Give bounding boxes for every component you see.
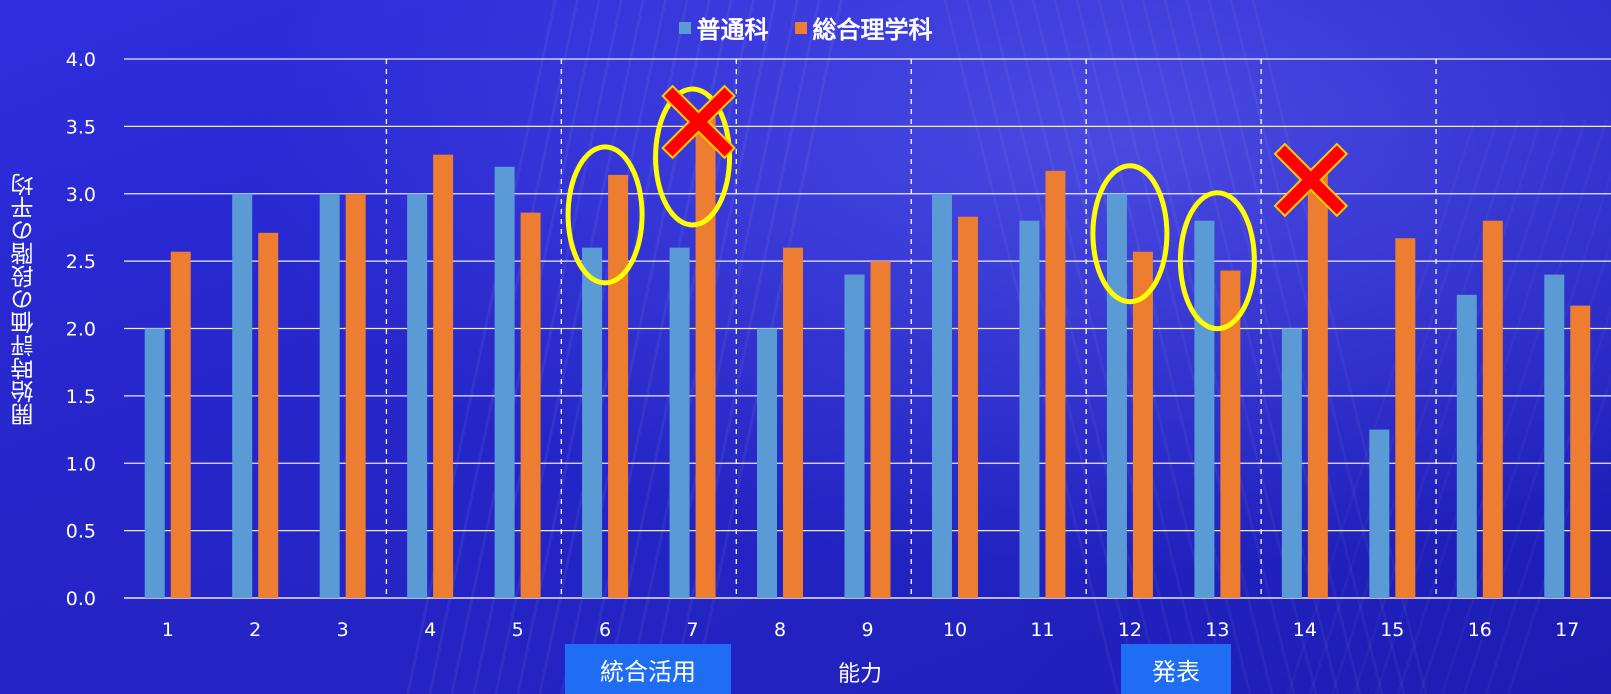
highlight-circle-cat-12 [1090, 163, 1170, 305]
x-tick-label: 10 [943, 619, 967, 641]
bar-series-2-cat-17 [1570, 305, 1591, 598]
bar-series-2-cat-12 [1132, 251, 1153, 598]
highlight-circle-cat-6 [565, 144, 645, 286]
bar-series-1-cat-10 [931, 193, 952, 598]
x-tick-label: 2 [249, 619, 261, 641]
y-axis-label: 開始時評価の段階の平均 [12, 173, 38, 427]
legend-label-series-1: 普通科 [696, 16, 769, 44]
highlight-circle-cat-7 [653, 86, 733, 228]
bar-series-1-cat-11 [1019, 220, 1040, 598]
y-tick-label: 2.5 [66, 251, 96, 273]
bar-series-1-cat-15 [1369, 429, 1390, 598]
bar-series-2-cat-7 [695, 116, 716, 598]
bar-series-1-cat-2 [232, 193, 253, 598]
bar-series-1-cat-7 [669, 247, 690, 598]
x-tick-label: 15 [1380, 619, 1404, 641]
bar-series-1-cat-16 [1456, 294, 1477, 598]
bar-series-1-cat-5 [494, 166, 515, 599]
x-tick-label: 9 [861, 619, 873, 641]
x-tick-label: 5 [512, 619, 524, 641]
bar-series-1-cat-8 [757, 328, 778, 598]
x-tick-label: 11 [1030, 619, 1054, 641]
x-tick-label: 12 [1118, 619, 1142, 641]
legend-swatch-series-1 [678, 21, 691, 34]
bar-series-2-cat-9 [870, 261, 891, 598]
x-tick-label: 8 [774, 619, 786, 641]
bar-series-1-cat-12 [1106, 193, 1127, 598]
bar-series-2-cat-4 [433, 154, 454, 599]
bar-series-2-cat-2 [258, 232, 279, 598]
bar-series-2-cat-8 [783, 247, 804, 598]
y-tick-label: 1.5 [66, 386, 96, 408]
cross-mark-cat-14 [1273, 142, 1349, 218]
bar-series-2-cat-16 [1482, 220, 1503, 598]
y-tick-label: 1.0 [66, 453, 96, 475]
bar-series-2-cat-3 [345, 193, 366, 598]
x-tick-label: 16 [1468, 619, 1492, 641]
bar-series-2-cat-5 [520, 212, 541, 599]
x-tick-label: 14 [1293, 619, 1317, 641]
bar-series-1-cat-3 [319, 193, 340, 598]
y-tick-label: 0.5 [66, 521, 96, 543]
bar-series-2-cat-13 [1220, 270, 1241, 598]
bar-series-1-cat-9 [844, 274, 865, 598]
cross-mark-cat-7 [661, 84, 736, 160]
x-tick-label: 17 [1555, 619, 1579, 641]
y-tick-label: 3.5 [66, 116, 96, 138]
bar-series-2-cat-1 [170, 251, 191, 598]
tag-presentation: 発表 [1121, 644, 1231, 694]
bar-series-2-cat-11 [1045, 170, 1066, 598]
bar-series-1-cat-13 [1194, 220, 1215, 598]
legend-item-series-2: 総合理学科 [794, 10, 933, 45]
x-axis-label: 能力 [838, 662, 883, 687]
x-tick-label: 4 [424, 619, 436, 641]
x-tick-label: 13 [1205, 619, 1229, 641]
bar-series-2-cat-14 [1307, 174, 1328, 598]
x-tick-label: 3 [337, 619, 349, 641]
y-tick-label: 0.0 [66, 588, 96, 610]
x-tick-label: 6 [599, 619, 611, 641]
legend: 普通科 総合理学科 [0, 10, 1611, 45]
x-tick-label: 7 [687, 619, 699, 641]
legend-item-series-1: 普通科 [678, 10, 769, 45]
highlight-circle-cat-13 [1177, 190, 1257, 332]
bar-series-1-cat-1 [144, 328, 165, 598]
bar-series-1-cat-14 [1281, 328, 1302, 598]
bar-series-1-cat-4 [407, 193, 428, 598]
legend-swatch-series-2 [794, 21, 807, 34]
bar-series-2-cat-6 [608, 174, 629, 598]
y-tick-label: 3.0 [66, 184, 96, 206]
tag-integrated-use: 統合活用 [565, 644, 731, 694]
bar-series-1-cat-17 [1544, 274, 1565, 598]
y-tick-label: 4.0 [66, 49, 96, 71]
bar-series-2-cat-15 [1395, 238, 1416, 598]
legend-label-series-2: 総合理学科 [812, 16, 933, 44]
y-tick-label: 2.0 [66, 319, 96, 341]
x-tick-label: 1 [162, 619, 174, 641]
bar-series-2-cat-10 [957, 216, 978, 598]
bar-series-1-cat-6 [582, 247, 603, 598]
